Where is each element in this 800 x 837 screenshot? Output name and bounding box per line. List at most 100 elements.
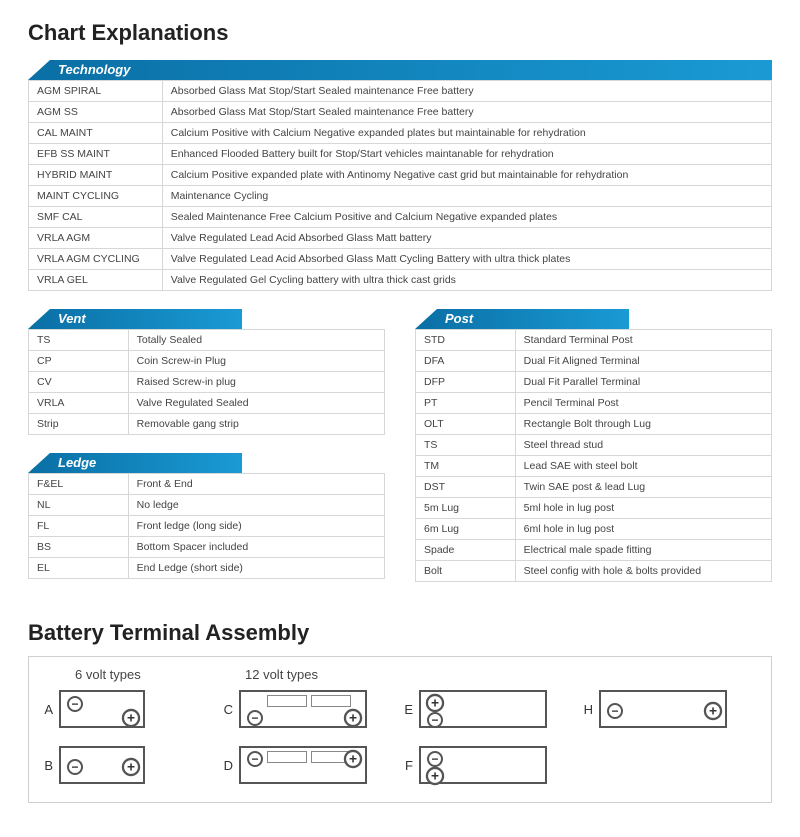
minus-terminal-icon <box>427 712 443 728</box>
table-value: Dual Fit Aligned Terminal <box>515 351 771 372</box>
table-value: 5ml hole in lug post <box>515 498 771 519</box>
table-value: Valve Regulated Lead Acid Absorbed Glass… <box>162 249 771 270</box>
table-key: MAINT CYCLING <box>29 186 163 207</box>
battery-cell: H <box>583 686 753 732</box>
table-value: Lead SAE with steel bolt <box>515 456 771 477</box>
table-key: CV <box>29 372 129 393</box>
plus-terminal-icon <box>426 694 444 712</box>
battery-letter: A <box>43 702 59 717</box>
battery-cell: F <box>403 742 573 788</box>
table-value: No ledge <box>128 495 384 516</box>
battery-cell: D <box>223 742 393 788</box>
table-value: Enhanced Flooded Battery built for Stop/… <box>162 144 771 165</box>
minus-terminal-icon <box>247 751 263 767</box>
table-row: ELEnd Ledge (short side) <box>29 558 385 579</box>
ledge-block: Ledge F&ELFront & EndNLNo ledgeFLFront l… <box>28 453 385 579</box>
battery-letter: B <box>43 758 59 773</box>
post-tab-header: Post <box>415 309 629 329</box>
post-block: Post STDStandard Terminal PostDFADual Fi… <box>415 309 772 582</box>
table-row: VRLA GELValve Regulated Gel Cycling batt… <box>29 270 772 291</box>
table-key: AGM SPIRAL <box>29 81 163 102</box>
ledge-tab-header: Ledge <box>28 453 242 473</box>
table-value: Calcium Positive with Calcium Negative e… <box>162 123 771 144</box>
table-key: Strip <box>29 414 129 435</box>
table-key: Bolt <box>416 561 516 582</box>
table-value: Dual Fit Parallel Terminal <box>515 372 771 393</box>
vent-tab-header: Vent <box>28 309 242 329</box>
table-row: AGM SSAbsorbed Glass Mat Stop/Start Seal… <box>29 102 772 123</box>
table-value: Valve Regulated Sealed <box>128 393 384 414</box>
table-row: 6m Lug6ml hole in lug post <box>416 519 772 540</box>
minus-terminal-icon <box>67 759 83 775</box>
ledge-table: F&ELFront & EndNLNo ledgeFLFront ledge (… <box>28 473 385 579</box>
table-key: DFP <box>416 372 516 393</box>
table-key: TM <box>416 456 516 477</box>
table-value: Steel config with hole & bolts provided <box>515 561 771 582</box>
battery-letter: E <box>403 702 419 717</box>
table-value: Raised Screw-in plug <box>128 372 384 393</box>
table-value: Totally Sealed <box>128 330 384 351</box>
table-key: VRLA AGM CYCLING <box>29 249 163 270</box>
table-key: 6m Lug <box>416 519 516 540</box>
battery-letter: D <box>223 758 239 773</box>
table-value: Electrical male spade fitting <box>515 540 771 561</box>
table-key: FL <box>29 516 129 537</box>
table-row: TSSteel thread stud <box>416 435 772 456</box>
table-key: VRLA <box>29 393 129 414</box>
table-key: AGM SS <box>29 102 163 123</box>
technology-header-label: Technology <box>28 60 772 80</box>
table-key: TS <box>29 330 129 351</box>
table-key: STD <box>416 330 516 351</box>
battery-icon <box>419 690 547 728</box>
post-header-label: Post <box>415 309 629 329</box>
table-key: 5m Lug <box>416 498 516 519</box>
table-row: 5m Lug5ml hole in lug post <box>416 498 772 519</box>
table-value: Front & End <box>128 474 384 495</box>
table-row: OLTRectangle Bolt through Lug <box>416 414 772 435</box>
table-value: Bottom Spacer included <box>128 537 384 558</box>
table-key: DST <box>416 477 516 498</box>
table-row: TSTotally Sealed <box>29 330 385 351</box>
table-key: SMF CAL <box>29 207 163 228</box>
table-value: Steel thread stud <box>515 435 771 456</box>
table-row: CVRaised Screw-in plug <box>29 372 385 393</box>
table-row: SMF CALSealed Maintenance Free Calcium P… <box>29 207 772 228</box>
battery-icon <box>239 690 367 728</box>
table-key: Spade <box>416 540 516 561</box>
table-row: CPCoin Screw-in Plug <box>29 351 385 372</box>
table-key: EL <box>29 558 129 579</box>
table-value: Removable gang strip <box>128 414 384 435</box>
table-value: Absorbed Glass Mat Stop/Start Sealed mai… <box>162 81 771 102</box>
battery-icon <box>59 690 145 728</box>
table-key: VRLA GEL <box>29 270 163 291</box>
battery-letter: C <box>223 702 239 717</box>
table-key: CP <box>29 351 129 372</box>
post-table: STDStandard Terminal PostDFADual Fit Ali… <box>415 329 772 582</box>
minus-terminal-icon <box>607 703 623 719</box>
page-title: Chart Explanations <box>28 20 772 46</box>
table-key: F&EL <box>29 474 129 495</box>
table-row: SpadeElectrical male spade fitting <box>416 540 772 561</box>
plus-terminal-icon <box>122 709 140 727</box>
table-row: CAL MAINTCalcium Positive with Calcium N… <box>29 123 772 144</box>
plus-terminal-icon <box>344 709 362 727</box>
table-value: Valve Regulated Gel Cycling battery with… <box>162 270 771 291</box>
battery-letter: H <box>583 702 599 717</box>
table-value: Front ledge (long side) <box>128 516 384 537</box>
battery-cell: B <box>43 742 213 788</box>
ledge-header-label: Ledge <box>28 453 242 473</box>
minus-terminal-icon <box>427 751 443 767</box>
vent-header-label: Vent <box>28 309 242 329</box>
battery-icon <box>419 746 547 784</box>
table-key: BS <box>29 537 129 558</box>
table-row: FLFront ledge (long side) <box>29 516 385 537</box>
table-value: Twin SAE post & lead Lug <box>515 477 771 498</box>
table-row: BSBottom Spacer included <box>29 537 385 558</box>
table-value: Coin Screw-in Plug <box>128 351 384 372</box>
table-row: DSTTwin SAE post & lead Lug <box>416 477 772 498</box>
table-row: EFB SS MAINTEnhanced Flooded Battery bui… <box>29 144 772 165</box>
six-volt-header: 6 volt types <box>43 667 213 682</box>
technology-block: Technology AGM SPIRALAbsorbed Glass Mat … <box>28 60 772 291</box>
table-key: CAL MAINT <box>29 123 163 144</box>
table-key: TS <box>416 435 516 456</box>
